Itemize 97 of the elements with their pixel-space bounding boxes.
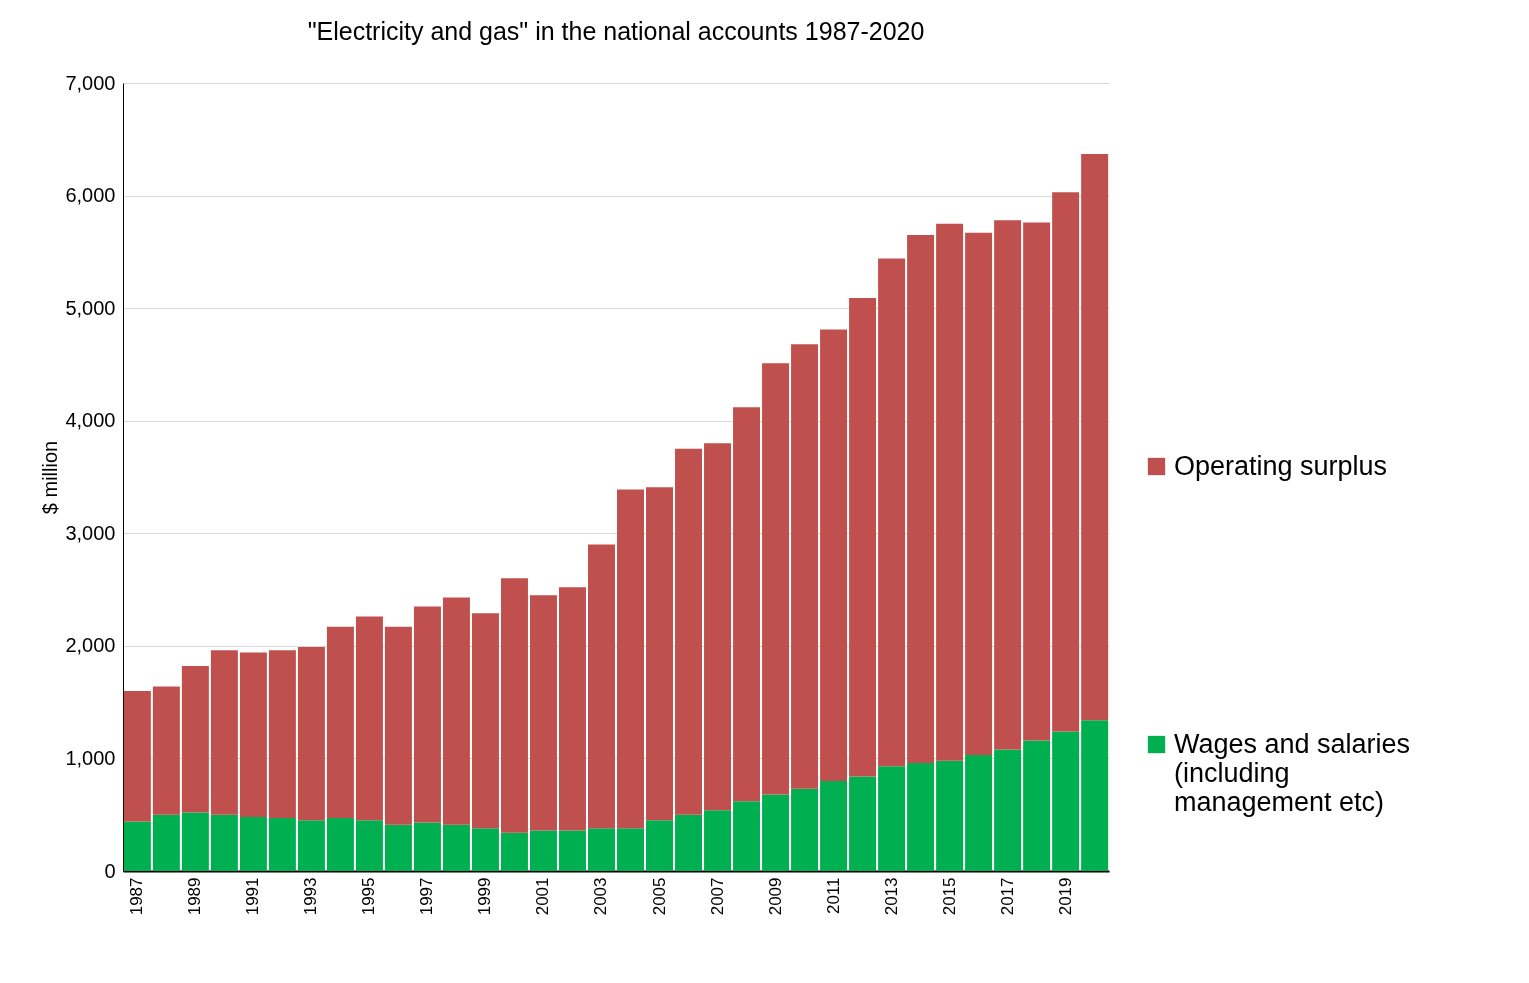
bar: [413, 822, 441, 871]
y-tick-label: 7,000: [65, 71, 116, 94]
bar: [355, 616, 383, 821]
bar: [704, 443, 732, 811]
bar: [907, 234, 935, 763]
bar: [210, 650, 238, 815]
bar: [297, 646, 325, 821]
x-tick-label: 1991: [243, 877, 263, 916]
bar: [1052, 731, 1080, 871]
bar: [471, 828, 499, 871]
x-tick-label: 2017: [997, 877, 1017, 916]
bar: [617, 828, 644, 871]
bar: [210, 814, 238, 871]
x-tick-label: 2003: [591, 877, 611, 916]
bar: [820, 329, 848, 781]
bar: [529, 830, 557, 871]
x-tick-label: 2011: [823, 877, 843, 915]
bar: [384, 824, 412, 871]
x-tick-label: 1989: [185, 877, 205, 916]
bar: [733, 407, 761, 802]
x-tick-label: 2013: [881, 877, 901, 916]
bar: [936, 223, 964, 761]
bar: [500, 578, 528, 833]
bar: [1023, 740, 1051, 871]
bar: [152, 814, 180, 871]
bar: [123, 821, 151, 871]
bar: [123, 690, 151, 822]
bar: [1052, 192, 1080, 732]
x-tick-label: 1993: [301, 877, 321, 916]
bar: [878, 258, 906, 767]
x-tick-label: 2007: [707, 877, 727, 916]
bar: [471, 613, 499, 829]
x-tick-label: 2019: [1055, 877, 1075, 916]
bar: [675, 448, 703, 815]
bar: [1023, 222, 1051, 741]
y-tick-label: 2,000: [65, 634, 116, 657]
bar: [646, 487, 673, 821]
bar: [762, 794, 790, 871]
bar: [181, 666, 209, 813]
y-tick-label: 1,000: [65, 746, 116, 769]
x-tick-label: 2009: [765, 877, 785, 916]
y-tick-label: 0: [104, 859, 116, 882]
bar: [588, 544, 615, 829]
bar: [994, 220, 1022, 750]
bar: [936, 760, 964, 871]
bar: [820, 780, 848, 871]
x-tick-label: 1995: [359, 877, 379, 916]
y-tick-label: 6,000: [65, 184, 116, 207]
bar: [559, 587, 586, 831]
bar: [878, 766, 906, 871]
bar: [559, 830, 586, 871]
y-tick-label: 4,000: [65, 409, 116, 432]
bar: [181, 812, 209, 871]
bar: [500, 832, 528, 871]
bar: [965, 755, 993, 871]
y-tick-label: 3,000: [65, 521, 116, 544]
bar: [442, 597, 470, 825]
bar: [384, 626, 412, 825]
bar: [849, 776, 877, 871]
bar: [442, 824, 470, 871]
bar: [1081, 720, 1109, 871]
bar: [588, 828, 615, 871]
y-axis-title: $ million: [39, 440, 62, 515]
x-tick-label: 2001: [533, 877, 553, 916]
bar: [791, 788, 819, 871]
bar: [1081, 153, 1109, 721]
bar: [907, 762, 935, 871]
bar: [791, 344, 819, 789]
bar: [152, 686, 180, 815]
legend-label: Wages and salaries (including management etc): [1174, 728, 1411, 817]
bar: [326, 818, 354, 871]
bar: [239, 816, 267, 871]
bar: [675, 814, 703, 871]
bar: [297, 820, 325, 871]
x-tick-label: 2015: [939, 877, 959, 916]
chart-title: "Electricity and gas" in the national accounts 1987-2020: [307, 17, 925, 45]
x-tick-label: 1987: [127, 877, 147, 916]
bar: [704, 810, 732, 871]
bar: [268, 650, 296, 819]
x-tick-label: 1999: [475, 877, 495, 916]
bar: [965, 232, 993, 756]
y-tick-label: 5,000: [65, 296, 116, 319]
bar: [326, 626, 354, 819]
bar: [413, 606, 441, 823]
bar: [646, 820, 673, 871]
bar: [268, 818, 296, 871]
bar: [994, 749, 1022, 871]
bar: [762, 363, 790, 795]
bar: [733, 801, 761, 871]
bar: [849, 298, 877, 777]
x-tick-label: 1997: [417, 877, 437, 916]
bar: [239, 652, 267, 817]
legend-label: Operating surplus: [1174, 450, 1388, 481]
bar: [529, 595, 557, 831]
bar: [617, 489, 644, 829]
x-tick-label: 2005: [649, 877, 669, 916]
bar: [355, 820, 383, 871]
